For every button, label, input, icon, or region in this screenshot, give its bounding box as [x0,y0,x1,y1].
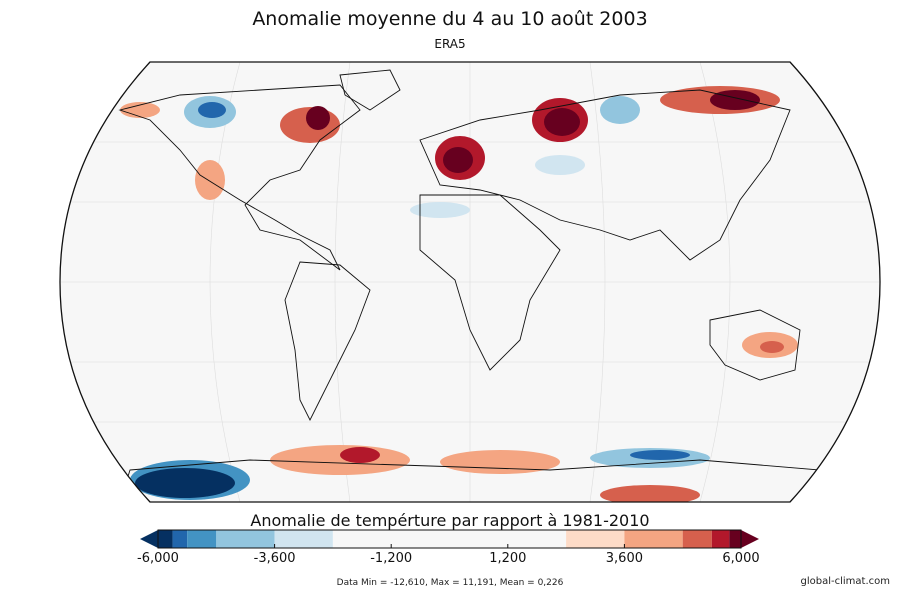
credit-text: global-climat.com [800,576,891,587]
colorbar-tick-label: 6,000 [722,551,760,566]
colorbar-bin [566,530,625,548]
data-stats: Data Min = -12,610, Max = 11,191, Mean =… [336,578,564,588]
colorbar-title: Anomalie de tempérture par rapport à 198… [250,511,650,530]
colorbar-bin [216,530,275,548]
colorbar-under-arrow [140,530,158,548]
colorbar-bin [274,530,333,548]
map-title: Anomalie moyenne du 4 au 10 août 2003 [252,8,648,30]
colorbar-bin [682,530,712,548]
world-anomaly-map [59,61,881,503]
colorbar-bin [332,530,567,548]
colorbar-tick-label: -6,000 [137,551,179,566]
map-frame [59,61,881,503]
colorbar-tick-label: -3,600 [253,551,296,566]
graticule [60,62,880,502]
colorbar-bin [187,530,217,548]
colorbar-bin [158,530,173,548]
colorbar-tick-label: 1,200 [489,551,527,566]
colorbar-tick-label: 3,600 [605,551,643,566]
coastlines [118,69,821,502]
colorbar-bin [172,530,188,548]
colorbar-bin [624,530,683,548]
colorbar-tick-label: -1,200 [370,551,413,566]
colorbar-bin [711,530,730,548]
colorbar-over-arrow [741,530,759,548]
colorbar-bin [729,530,741,548]
map-subtitle: ERA5 [434,37,466,51]
colorbar [140,529,759,549]
colorbar-border [157,529,742,549]
